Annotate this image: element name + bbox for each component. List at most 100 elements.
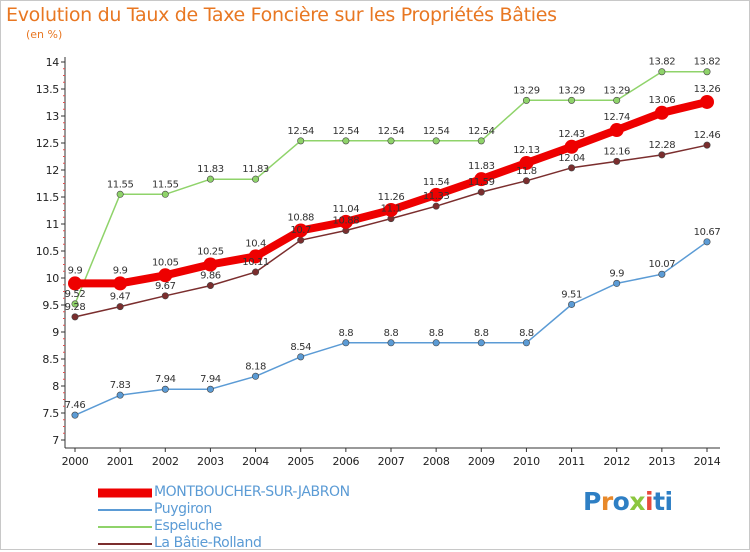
- data-label: 9.52: [65, 289, 86, 300]
- data-point: [252, 175, 260, 183]
- data-point: [161, 292, 169, 300]
- x-tick-label: 2007: [378, 455, 405, 468]
- y-tick-label: 9.5: [42, 299, 59, 312]
- data-point: [71, 300, 79, 308]
- y-tick-label: 13: [46, 110, 60, 123]
- data-label: 13.29: [513, 85, 540, 96]
- data-label: 12.46: [694, 130, 721, 141]
- chart-axes: 7 7.5 8 8.5 9 9.5 10 10.5 11 11.5 12 12.5 13 13.5 14 20…: [36, 56, 721, 468]
- data-label: 12.54: [378, 126, 405, 137]
- data-label: 12.28: [649, 140, 676, 151]
- data-point: [522, 339, 530, 347]
- y-tick-label: 11.5: [36, 191, 60, 204]
- data-label: 12.74: [603, 112, 630, 123]
- series-batie: [71, 141, 711, 321]
- data-point: [568, 164, 576, 172]
- data-label: 8.8: [429, 328, 444, 339]
- data-point: [609, 123, 624, 138]
- data-label: 12.16: [603, 146, 630, 157]
- x-tick-label: 2002: [152, 455, 179, 468]
- data-point: [203, 257, 218, 272]
- data-label: 7.83: [110, 380, 131, 391]
- data-label: 11.59: [468, 177, 495, 188]
- data-point: [252, 268, 260, 276]
- logo-letter: P: [583, 487, 601, 516]
- logo-letter: o: [612, 487, 630, 516]
- y-tick-label: 11: [46, 218, 59, 231]
- data-label: 9.47: [110, 292, 131, 303]
- data-label: 11.26: [378, 192, 405, 203]
- series-espeluche: [71, 68, 711, 308]
- data-label: 9.9: [609, 268, 624, 279]
- legend-label: Puygiron: [154, 501, 212, 517]
- data-point: [206, 282, 214, 290]
- data-point: [116, 391, 124, 399]
- data-label: 13.26: [694, 84, 721, 95]
- data-point: [113, 276, 128, 291]
- data-label: 11.83: [197, 164, 224, 175]
- data-point: [568, 300, 576, 308]
- data-label: 12.04: [558, 153, 585, 164]
- data-label: 11.55: [107, 179, 134, 190]
- data-point: [297, 353, 305, 361]
- x-tick-label: 2013: [648, 455, 675, 468]
- data-point: [342, 339, 350, 347]
- data-label: 11.8: [516, 166, 537, 177]
- x-tick-label: 2012: [603, 455, 630, 468]
- x-tick-label: 2001: [107, 455, 134, 468]
- legend-swatch: [98, 542, 152, 545]
- data-label: 9.51: [561, 289, 582, 300]
- data-point: [432, 202, 440, 210]
- y-tick-label: 12.5: [36, 137, 60, 150]
- data-label: 9.9: [68, 265, 83, 276]
- y-tick-label: 7: [52, 434, 59, 447]
- data-label: 11.83: [242, 164, 269, 175]
- data-point: [522, 177, 530, 185]
- data-point: [658, 68, 666, 76]
- data-point: [432, 339, 440, 347]
- data-point: [658, 151, 666, 159]
- data-label: 13.29: [603, 85, 630, 96]
- logo-letter: i: [645, 487, 654, 516]
- y-tick-label: 14: [46, 56, 60, 69]
- legend-label: MONTBOUCHER-SUR-JABRON: [154, 484, 350, 500]
- data-label: 13.82: [649, 57, 676, 68]
- x-tick-label: 2003: [197, 455, 224, 468]
- data-point: [387, 137, 395, 145]
- x-tick-label: 2009: [468, 455, 495, 468]
- data-label: 13.29: [558, 85, 585, 96]
- data-point: [387, 339, 395, 347]
- x-tick-label: 2010: [513, 455, 540, 468]
- data-point: [703, 68, 711, 76]
- y-tick-label: 12: [46, 164, 59, 177]
- data-label: 10.07: [649, 259, 676, 270]
- data-point: [297, 236, 305, 244]
- x-tick-label: 2000: [62, 455, 89, 468]
- data-point: [658, 270, 666, 278]
- legend-label: Espeluche: [154, 518, 222, 534]
- data-label: 10.88: [333, 215, 360, 226]
- data-label: 10.67: [694, 227, 721, 238]
- data-point: [158, 268, 173, 283]
- y-tick-label: 7.5: [42, 407, 59, 420]
- data-label: 10.05: [152, 257, 179, 268]
- data-label: 7.94: [155, 374, 176, 385]
- data-label: 12.13: [513, 145, 540, 156]
- x-tick-label: 2014: [694, 455, 721, 468]
- data-point: [116, 303, 124, 311]
- data-label: 7.46: [65, 400, 86, 411]
- data-label: 12.54: [333, 126, 360, 137]
- data-label: 8.8: [338, 328, 353, 339]
- data-label: 8.8: [384, 328, 399, 339]
- x-tick-label: 2006: [332, 455, 359, 468]
- data-label: 9.86: [200, 271, 221, 282]
- x-tick-label: 2004: [242, 455, 269, 468]
- data-point: [161, 190, 169, 198]
- data-point: [700, 94, 714, 109]
- y-tick-label: 9: [52, 326, 59, 339]
- data-label: 9.28: [65, 302, 86, 313]
- data-labels-layer: 9.9 9.910.0510.2510.410.8811.0411.2611.54…: [65, 57, 721, 411]
- data-label: 10.11: [242, 257, 269, 268]
- data-point: [564, 139, 579, 154]
